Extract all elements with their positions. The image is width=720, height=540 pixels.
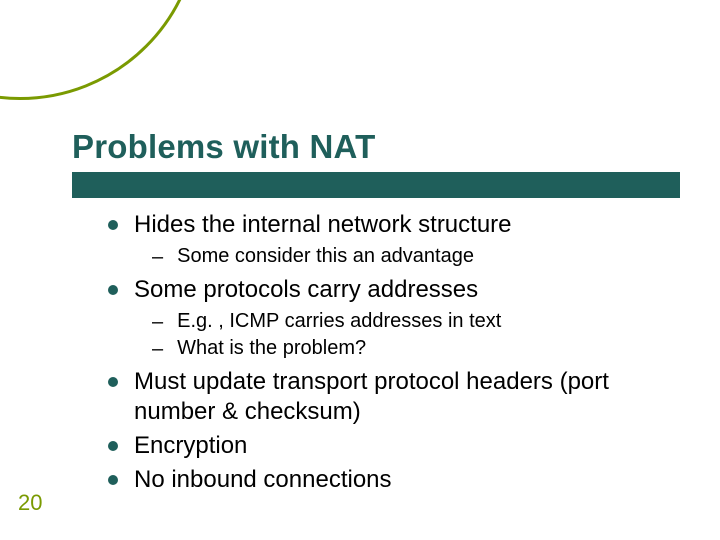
- dash-icon: –: [152, 337, 163, 361]
- bullet-level2: –Some consider this an advantage: [152, 244, 670, 269]
- dash-icon: –: [152, 310, 163, 334]
- bullet-text: Some protocols carry addresses: [134, 275, 478, 305]
- bullet-dot-icon: [108, 220, 118, 230]
- bullet-level1: No inbound connections: [108, 465, 670, 495]
- slide-title: Problems with NAT: [72, 128, 680, 166]
- bullet-level1: Encryption: [108, 431, 670, 461]
- sub-bullet-group: –E.g. , ICMP carries addresses in text–W…: [152, 309, 670, 361]
- bullet-level1: Hides the internal network structure: [108, 210, 670, 240]
- bullet-dot-icon: [108, 285, 118, 295]
- sub-bullet-text: What is the problem?: [177, 336, 366, 361]
- title-block: Problems with NAT: [72, 128, 680, 198]
- sub-bullet-group: –Some consider this an advantage: [152, 244, 670, 269]
- decorative-arc: [0, 0, 200, 100]
- bullet-dot-icon: [108, 475, 118, 485]
- bullet-level1: Some protocols carry addresses: [108, 275, 670, 305]
- sub-bullet-text: E.g. , ICMP carries addresses in text: [177, 309, 501, 334]
- bullet-text: Must update transport protocol headers (…: [134, 367, 670, 427]
- page-number: 20: [18, 490, 42, 516]
- bullet-text: Encryption: [134, 431, 247, 461]
- dash-icon: –: [152, 245, 163, 269]
- title-underline: [72, 172, 680, 198]
- bullet-dot-icon: [108, 441, 118, 451]
- bullet-level2: –E.g. , ICMP carries addresses in text: [152, 309, 670, 334]
- bullet-text: No inbound connections: [134, 465, 392, 495]
- bullet-text: Hides the internal network structure: [134, 210, 512, 240]
- sub-bullet-text: Some consider this an advantage: [177, 244, 474, 269]
- bullet-dot-icon: [108, 377, 118, 387]
- content-area: Hides the internal network structure–Som…: [108, 210, 670, 499]
- bullet-level1: Must update transport protocol headers (…: [108, 367, 670, 427]
- bullet-level2: –What is the problem?: [152, 336, 670, 361]
